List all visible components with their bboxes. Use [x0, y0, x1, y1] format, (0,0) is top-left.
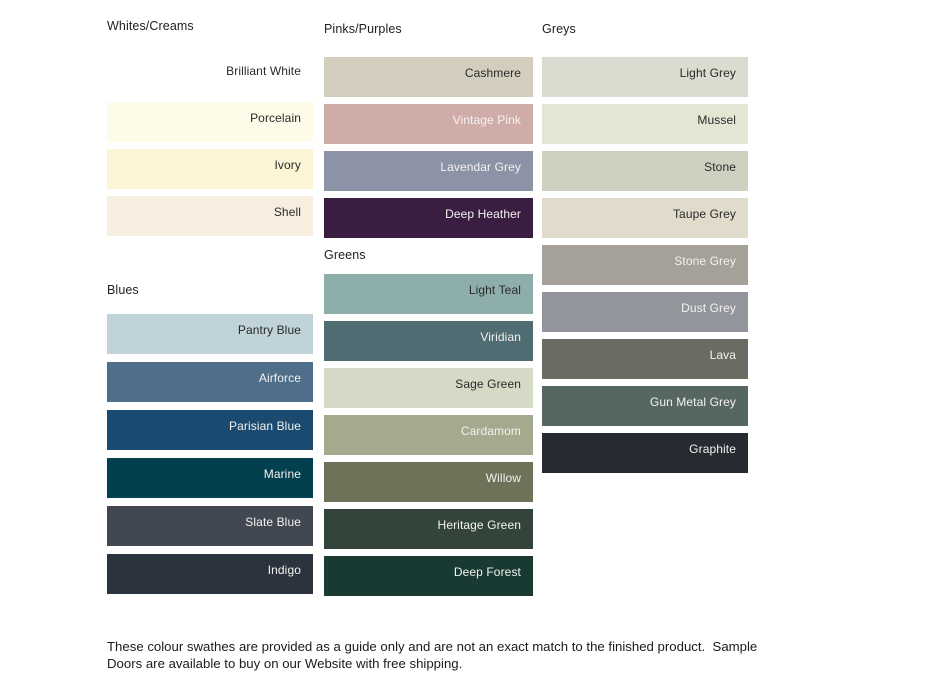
group-title: Pinks/Purples: [324, 22, 402, 36]
swatch-label: Vintage Pink: [452, 113, 521, 127]
swatch-label: Graphite: [689, 442, 736, 456]
color-swatch-cardamom: Cardamom: [324, 415, 533, 455]
swatch-label: Lavendar Grey: [440, 160, 521, 174]
palette-group: Pinks/Purples Cashmere Vintage Pink Lavenda…: [324, 22, 533, 238]
color-swatch-sage-green: Sage Green: [324, 368, 533, 408]
color-swatch-gun-metal-grey: Gun Metal Grey: [542, 386, 748, 426]
swatch-label: Gun Metal Grey: [649, 395, 736, 409]
color-swatch-deep-forest: Deep Forest: [324, 556, 533, 596]
color-swatch-parisian-blue: Parisian Blue: [107, 410, 313, 450]
group-title: Whites/Creams: [107, 19, 194, 33]
swatch-label: Indigo: [267, 563, 301, 577]
color-swatch-stone-grey: Stone Grey: [542, 245, 748, 285]
color-swatch-graphite: Graphite: [542, 433, 748, 473]
palette-column-pinks-greens: Pinks/Purples Cashmere Vintage Pink Lavenda…: [324, 22, 533, 603]
palette-group: Whites/Creams Brilliant White Porcelain Ivo…: [107, 19, 313, 236]
palette-group: Greens Light Teal Viridian Sage Green Cardam…: [324, 248, 533, 596]
swatch-label: Deep Heather: [445, 207, 521, 221]
swatch-label: Pantry Blue: [237, 323, 301, 337]
swatch-label: Willow: [485, 471, 521, 485]
swatch-label: Brilliant White: [226, 64, 301, 78]
palette-column-greys: Greys Light Grey Mussel Stone Taupe Grey Ston…: [542, 22, 748, 480]
swatch-label: Slate Blue: [245, 515, 301, 529]
palette-group: Blues Pantry Blue Airforce Parisian Blue Mar…: [107, 283, 313, 594]
footer-note: These colour swathes are provided as a g…: [107, 639, 761, 672]
color-swatch-viridian: Viridian: [324, 321, 533, 361]
swatch-label: Ivory: [274, 158, 301, 172]
color-swatch-stone: Stone: [542, 151, 748, 191]
color-swatch-ivory: Ivory: [107, 149, 313, 189]
color-swatch-vintage-pink: Vintage Pink: [324, 104, 533, 144]
swatch-label: Sage Green: [455, 377, 521, 391]
swatch-label: Light Grey: [679, 66, 736, 80]
group-title: Blues: [107, 283, 139, 297]
group-title: Greys: [542, 22, 576, 36]
color-swatch-light-grey: Light Grey: [542, 57, 748, 97]
swatch-label: Airforce: [258, 371, 301, 385]
swatch-label: Porcelain: [250, 111, 301, 125]
color-swatch-willow: Willow: [324, 462, 533, 502]
swatch-label: Stone: [704, 160, 736, 174]
swatch-label: Taupe Grey: [672, 207, 736, 221]
palette-column-whites-blues: Whites/Creams Brilliant White Porcelain Ivo…: [107, 19, 313, 602]
color-swatch-brilliant-white: Brilliant White: [107, 55, 313, 95]
swatch-label: Light Teal: [468, 283, 521, 297]
color-swatch-porcelain: Porcelain: [107, 102, 313, 142]
color-swatch-deep-heather: Deep Heather: [324, 198, 533, 238]
color-swatch-cashmere: Cashmere: [324, 57, 533, 97]
swatch-label: Stone Grey: [674, 254, 736, 268]
color-swatch-mussel: Mussel: [542, 104, 748, 144]
color-swatch-indigo: Indigo: [107, 554, 313, 594]
color-swatch-light-teal: Light Teal: [324, 274, 533, 314]
color-swatch-taupe-grey: Taupe Grey: [542, 198, 748, 238]
palette-group: Greys Light Grey Mussel Stone Taupe Grey Ston…: [542, 22, 748, 473]
swatch-label: Deep Forest: [453, 565, 521, 579]
swatch-label: Dust Grey: [681, 301, 736, 315]
swatch-label: Cashmere: [464, 66, 521, 80]
swatch-label: Parisian Blue: [228, 419, 301, 433]
color-swatch-marine: Marine: [107, 458, 313, 498]
color-swatch-airforce: Airforce: [107, 362, 313, 402]
color-swatch-pantry-blue: Pantry Blue: [107, 314, 313, 354]
color-swatch-lavendar-grey: Lavendar Grey: [324, 151, 533, 191]
color-swatch-shell: Shell: [107, 196, 313, 236]
swatch-label: Viridian: [480, 330, 521, 344]
swatch-label: Cardamom: [460, 424, 521, 438]
swatch-label: Marine: [263, 467, 301, 481]
swatch-label: Mussel: [697, 113, 736, 127]
color-swatch-heritage-green: Heritage Green: [324, 509, 533, 549]
swatch-label: Shell: [273, 205, 301, 219]
color-swatch-slate-blue: Slate Blue: [107, 506, 313, 546]
swatch-label: Heritage Green: [437, 518, 521, 532]
group-title: Greens: [324, 248, 366, 262]
color-swatch-dust-grey: Dust Grey: [542, 292, 748, 332]
color-swatch-lava: Lava: [542, 339, 748, 379]
swatch-label: Lava: [709, 348, 736, 362]
